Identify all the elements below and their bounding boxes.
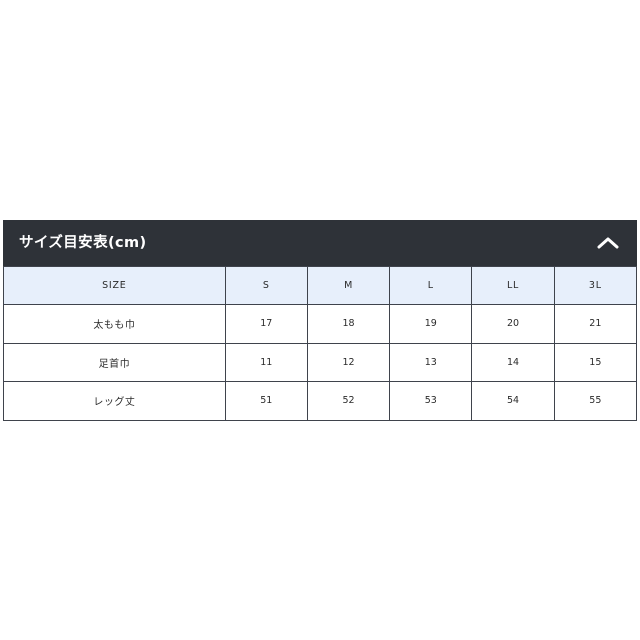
table-cell: 20	[471, 304, 555, 344]
table-row: 太もも巾 17 18 19 20 21	[3, 304, 638, 344]
table-header-row: SIZE S M L LL 3L	[3, 266, 638, 305]
table-cell: 17	[224, 304, 308, 344]
table-cell: 51	[224, 381, 308, 421]
size-chart-header[interactable]: サイズ目安表(cm)	[3, 220, 637, 266]
table-cell: 13	[389, 342, 473, 382]
chevron-up-icon[interactable]	[593, 228, 623, 258]
column-header-s: S	[224, 266, 308, 305]
column-header-3l: 3L	[553, 266, 638, 305]
size-table: SIZE S M L LL 3L 太もも巾 17 18 19 20 21	[3, 266, 638, 421]
row-label: 太もも巾	[3, 304, 226, 344]
table-cell: 11	[224, 342, 308, 382]
size-chart-widget: サイズ目安表(cm) SIZE S M L	[3, 220, 638, 421]
page-title: サイズ目安表(cm)	[19, 234, 147, 251]
column-header-m: M	[306, 266, 391, 305]
column-header-ll: LL	[471, 266, 555, 305]
table-row: 足首巾 11 12 13 14 15	[3, 342, 638, 382]
table-cell: 54	[471, 381, 555, 421]
column-header-l: L	[389, 266, 473, 305]
row-label: 足首巾	[3, 342, 226, 382]
column-header-size: SIZE	[3, 266, 226, 305]
table-cell: 21	[553, 304, 638, 344]
table-cell: 53	[389, 381, 473, 421]
table-cell: 19	[389, 304, 473, 344]
table-cell: 14	[471, 342, 555, 382]
table-cell: 12	[306, 342, 391, 382]
table-cell: 52	[306, 381, 391, 421]
table-cell: 15	[553, 342, 638, 382]
table-cell: 55	[553, 381, 638, 421]
row-label: レッグ丈	[3, 381, 226, 421]
table-row: レッグ丈 51 52 53 54 55	[3, 381, 638, 421]
table-cell: 18	[306, 304, 391, 344]
